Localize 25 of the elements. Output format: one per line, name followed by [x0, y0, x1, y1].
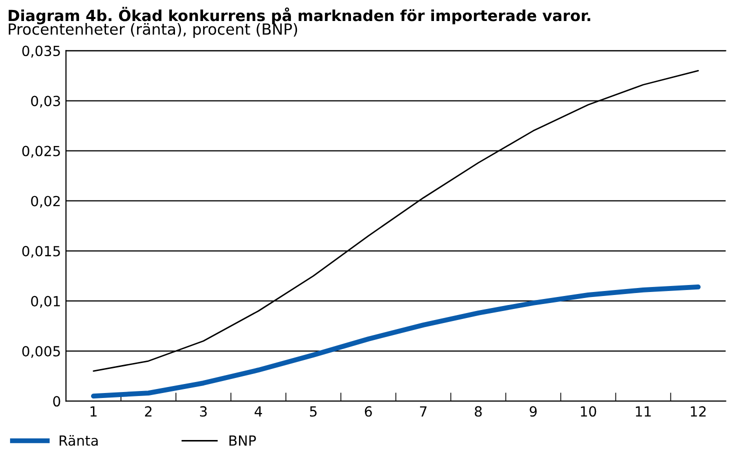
y-tick-label: 0,02 [31, 196, 60, 208]
y-tick-label: 0,025 [22, 146, 60, 158]
x-tick-label: 11 [636, 406, 651, 416]
x-tick-label: 1 [90, 406, 97, 416]
line-series [91, 284, 701, 398]
x-tick-label: 9 [530, 406, 537, 417]
legend-label: Ränta [60, 435, 98, 446]
x-tick-label: 4 [254, 406, 262, 416]
x-tick-label: 5 [310, 406, 317, 417]
y-tick-label: 0,01 [31, 296, 60, 308]
x-tick-label: 6 [364, 406, 372, 417]
y-tick-label: 0,03 [31, 96, 60, 108]
x-tick-label: 12 [690, 406, 706, 416]
legend-label: BNP [229, 435, 256, 446]
y-tick-label: 0,005 [22, 346, 60, 358]
chart-title: Diagram 4b. Ökad konkurrens på marknaden för importerade varor. [8, 6, 590, 24]
chart-subtitle: Procentenheter (ränta), procent (BNP) [8, 23, 298, 38]
y-tick-label: 0,015 [22, 246, 60, 258]
x-tick-label: 8 [474, 406, 482, 417]
x-tick-label: 10 [580, 406, 596, 417]
x-tick-label: 3 [200, 406, 207, 417]
x-tick-label: 2 [145, 406, 152, 416]
y-tick-label: 0 [53, 396, 60, 407]
x-tick-label: 7 [420, 406, 427, 416]
y-tick-label: 0,035 [22, 46, 60, 58]
